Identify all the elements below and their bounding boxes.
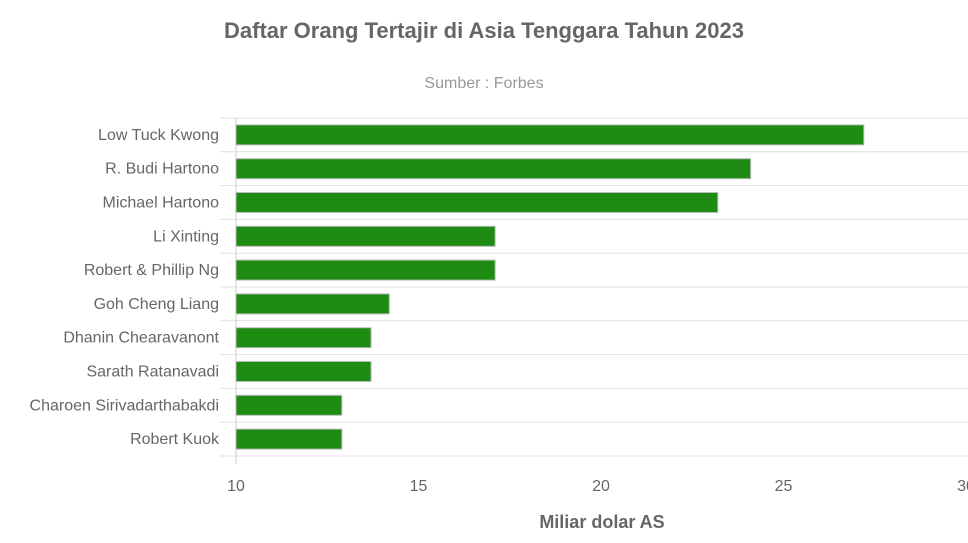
bar-michael-hartono[interactable] — [235, 192, 719, 213]
bar-dhanin-chearavanont[interactable] — [235, 327, 372, 349]
category-label: Dhanin Chearavanont — [63, 330, 219, 347]
bar-li-xinting[interactable] — [235, 225, 496, 247]
category-label: R. Budi Hartono — [105, 161, 219, 178]
chart-subtitle: Sumber : Forbes — [424, 75, 543, 92]
category-label: Charoen Sirivadarthabakdi — [30, 397, 219, 414]
x-tick-label: 20 — [592, 478, 610, 495]
bar-robert-kuok[interactable] — [235, 428, 343, 450]
x-tick-label: 30 — [957, 478, 968, 495]
category-label: Robert & Phillip Ng — [84, 262, 219, 279]
x-tick-label: 10 — [227, 478, 245, 495]
bar-sarath-ratanavadi[interactable] — [235, 361, 372, 382]
bar-goh-cheng-liang[interactable] — [235, 293, 390, 315]
bar-charoen-sirivadarthabakdi[interactable] — [235, 394, 343, 416]
category-label: Low Tuck Kwong — [98, 127, 219, 144]
bar-low-tuck-kwong[interactable] — [235, 124, 865, 146]
bar-robert-phillip-ng[interactable] — [235, 259, 496, 281]
x-tick-label: 15 — [410, 478, 428, 495]
category-label: Michael Hartono — [103, 195, 220, 212]
x-tick-label: 25 — [775, 478, 793, 495]
x-axis-label: Miliar dolar AS — [539, 512, 664, 532]
category-label: Li Xinting — [153, 228, 219, 245]
category-label: Sarath Ratanavadi — [86, 364, 219, 381]
category-label: Robert Kuok — [130, 431, 220, 448]
bar-r-budi-hartono[interactable] — [235, 158, 752, 180]
category-label: Goh Cheng Liang — [94, 296, 219, 313]
chart-title: Daftar Orang Tertajir di Asia Tenggara T… — [224, 18, 744, 43]
